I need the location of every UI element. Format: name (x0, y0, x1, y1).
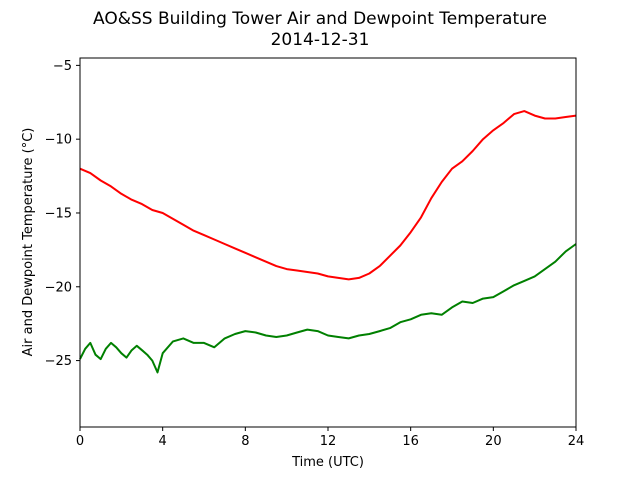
chart-title: AO&SS Building Tower Air and Dewpoint Te… (93, 9, 547, 29)
x-tick-label: 0 (76, 434, 84, 449)
plot-area (79, 57, 577, 428)
y-tick-label: −25 (45, 354, 72, 369)
series-line-1 (79, 243, 577, 374)
x-tick-label: 12 (320, 434, 337, 449)
chart-subtitle: 2014-12-31 (271, 30, 370, 50)
x-tick-label: 16 (402, 434, 419, 449)
x-axis-label: Time (UTC) (291, 455, 364, 470)
x-tick-label: 8 (241, 434, 249, 449)
y-axis-label: Air and Dewpoint Temperature (°C) (21, 128, 36, 357)
y-tick-label: −15 (45, 206, 72, 221)
y-tick-label: −5 (53, 59, 72, 74)
series-layer (79, 110, 577, 374)
y-tick-label: −20 (45, 280, 72, 295)
series-line-0 (79, 110, 577, 281)
x-axis: 0 4 8 12 16 20 24 (76, 427, 584, 449)
x-tick-label: 20 (485, 434, 502, 449)
plot-background (80, 58, 576, 427)
y-axis: −25 −20 −15 −10 −5 (45, 59, 80, 369)
x-tick-label: 24 (568, 434, 585, 449)
y-tick-label: −10 (45, 133, 72, 148)
x-tick-label: 4 (159, 434, 167, 449)
